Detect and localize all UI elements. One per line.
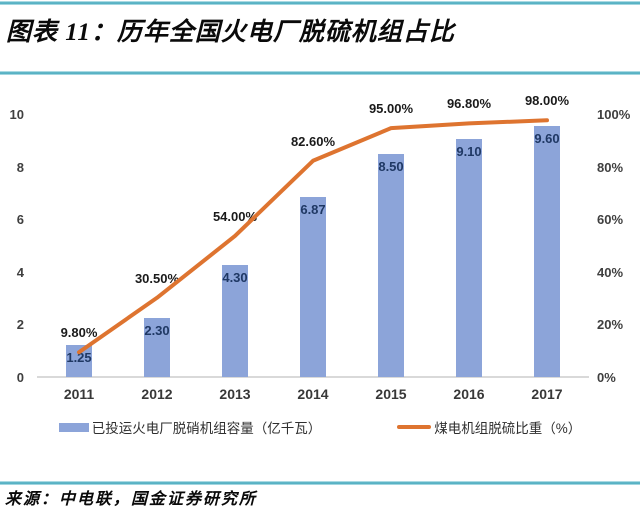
x-axis-label: 2016 — [453, 386, 485, 402]
x-axis-label: 2012 — [141, 386, 173, 402]
source-note: 来源：中电联，国金证券研究所 — [5, 491, 258, 508]
legend-item-line-series: 煤电机组脱硫比重（%） — [397, 417, 581, 437]
bar-value-label: 2.30 — [144, 322, 170, 338]
bar-2017 — [534, 125, 560, 377]
line-value-label: 9.80% — [60, 325, 98, 341]
x-axis-label: 2017 — [531, 386, 563, 402]
right-axis-tick: 20% — [597, 317, 624, 333]
right-axis-tick: 0% — [597, 370, 616, 385]
bottom-divider — [0, 481, 640, 485]
bar-2015 — [378, 154, 404, 377]
left-axis-tick: 4 — [16, 264, 24, 280]
figure-title: 图表 11：历年全国火电厂脱硫机组占比 — [6, 19, 455, 46]
right-axis-tick: 100% — [597, 107, 631, 122]
top-divider — [0, 1, 640, 5]
right-axis-tick: 80% — [597, 159, 624, 175]
chart-legend: 已投运火电厂脱硝机组容量（亿千瓦） 煤电机组脱硫比重（%） — [0, 417, 640, 437]
x-axis-label: 2013 — [219, 386, 251, 402]
left-axis-tick: 0 — [16, 370, 24, 385]
left-axis-tick: 6 — [16, 212, 24, 228]
line-series-legend-label: 煤电机组脱硫比重（%） — [434, 421, 582, 436]
bar-2014 — [300, 197, 326, 377]
line-value-label: 82.60% — [290, 133, 336, 149]
bar-value-label: 6.87 — [300, 202, 326, 218]
x-axis-label: 2011 — [63, 386, 95, 402]
bar-value-label: 1.25 — [66, 350, 92, 366]
bar-value-label: 4.30 — [222, 269, 248, 285]
bar-series-legend-label: 已投运火电厂脱硝机组容量（亿千瓦） — [91, 421, 322, 436]
left-axis-tick: 8 — [16, 159, 24, 175]
line-value-label: 95.00% — [368, 101, 414, 117]
bar-value-label: 9.10 — [456, 143, 482, 159]
bar-series-swatch-icon — [58, 422, 89, 432]
line-value-label: 96.80% — [446, 96, 492, 112]
right-axis-tick: 60% — [597, 212, 624, 228]
bar-2016 — [456, 138, 482, 377]
bar-value-label: 8.50 — [378, 159, 404, 175]
right-axis-tick: 40% — [597, 264, 624, 280]
left-axis-tick: 10 — [9, 107, 24, 122]
x-axis-label: 2014 — [297, 386, 329, 402]
left-axis-tick: 2 — [16, 317, 24, 333]
bar-value-label: 9.60 — [534, 130, 560, 146]
title-divider — [0, 71, 640, 75]
line-value-label: 98.00% — [524, 93, 570, 109]
x-axis-line — [37, 376, 589, 378]
legend-item-bar-series: 已投运火电厂脱硝机组容量（亿千瓦） — [58, 417, 322, 437]
x-axis-label: 2015 — [375, 386, 407, 402]
line-value-label: 54.00% — [212, 208, 258, 224]
line-series-swatch-icon — [397, 425, 432, 429]
line-value-label: 30.50% — [134, 270, 180, 286]
